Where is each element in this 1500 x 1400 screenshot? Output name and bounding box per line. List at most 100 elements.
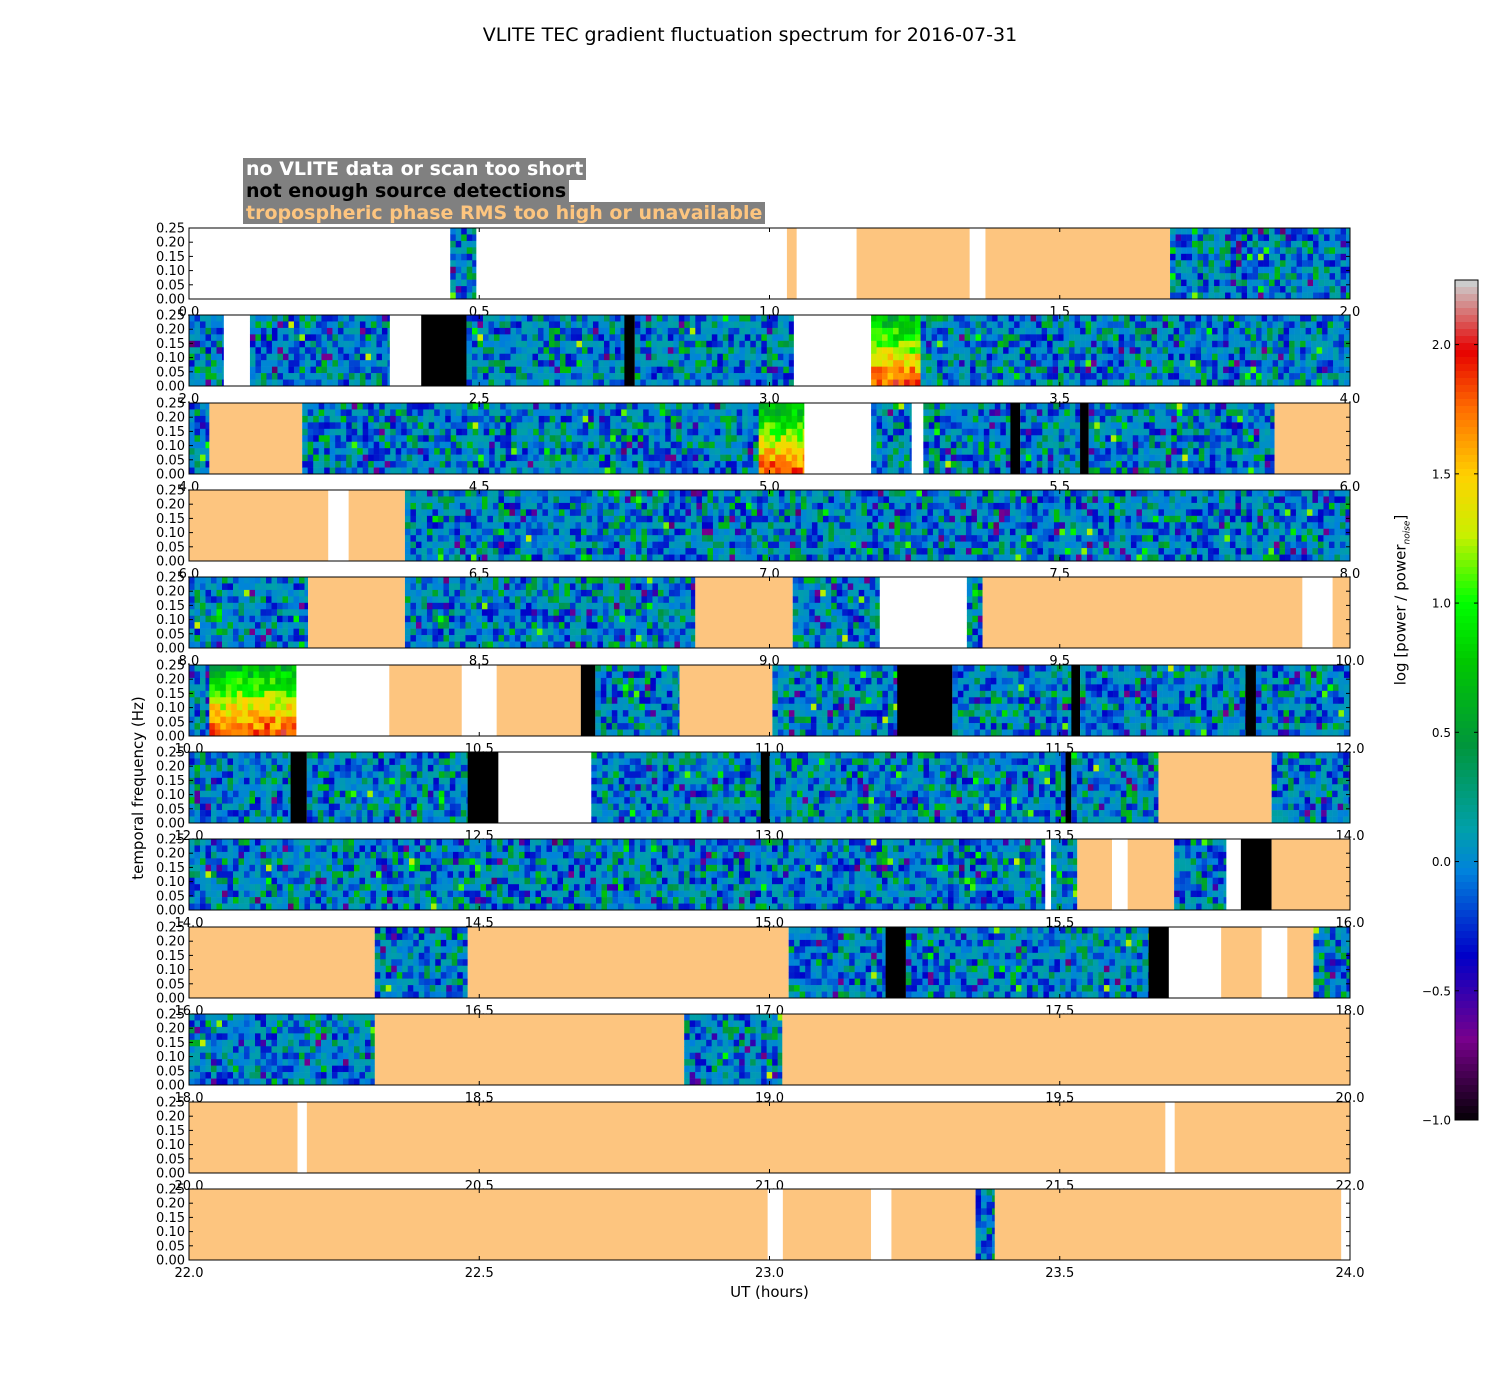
- spectrum-cell: [1322, 334, 1328, 342]
- spectrum-cell: [959, 315, 965, 322]
- spectrum-cell: [676, 428, 682, 436]
- spectrum-cell: [964, 321, 971, 329]
- spectrum-cell: [337, 379, 344, 387]
- spectrum-cell: [1030, 327, 1037, 335]
- spectrum-cell: [1223, 366, 1229, 374]
- spectrum-cell: [282, 353, 289, 361]
- spectrum-cell: [222, 334, 225, 342]
- spectrum-cell: [454, 515, 461, 523]
- spectrum-cell: [1198, 403, 1205, 410]
- spectrum-cell: [758, 428, 765, 436]
- spectrum-cell: [648, 409, 655, 417]
- spectrum-cell: [1179, 327, 1185, 335]
- spectrum-cell: [1220, 448, 1227, 455]
- spectrum-cell: [547, 535, 554, 542]
- spectrum-cell: [527, 422, 534, 430]
- spectrum-cell: [755, 334, 762, 342]
- spectrum-cell: [1181, 273, 1187, 280]
- spectrum-cell: [1192, 279, 1198, 287]
- spectrum-cell: [1025, 428, 1032, 436]
- spectrum-cell: [302, 467, 308, 475]
- spectrum-cell: [1313, 247, 1319, 255]
- spectrum-cell: [599, 422, 605, 430]
- spectrum-cell: [194, 409, 201, 417]
- spectrum-cell: [711, 373, 718, 380]
- spectrum-cell: [1335, 286, 1341, 293]
- spectrum-cell: [514, 535, 521, 542]
- spectrum-cell: [1264, 435, 1271, 443]
- spectrum-cell: [492, 535, 499, 542]
- spectrum-cell: [928, 461, 935, 468]
- spectrum-cell: [1302, 228, 1308, 235]
- spectrum-cell: [318, 448, 325, 455]
- spectrum-cell: [384, 409, 391, 417]
- spectrum-cell: [1047, 409, 1054, 417]
- spectrum-cell: [522, 448, 528, 455]
- spectrum-cell: [1036, 327, 1042, 335]
- spectrum-cell: [777, 366, 784, 374]
- spectrum-cell: [569, 548, 576, 555]
- spectrum-cell: [511, 435, 517, 443]
- spectrum-cell: [598, 347, 605, 355]
- spectrum-cell: [1280, 234, 1286, 242]
- spectrum-cell: [654, 415, 660, 423]
- spectrum-cell: [1212, 366, 1218, 374]
- spectrum-cell: [970, 353, 976, 361]
- spectrum-cell: [582, 422, 589, 430]
- spectrum-cell: [456, 403, 462, 410]
- spectrum-cell: [417, 467, 424, 475]
- spectrum-cell: [255, 347, 262, 355]
- spectrum-cell: [346, 448, 352, 455]
- spectrum-cell: [634, 379, 641, 387]
- spectrum-cell: [504, 315, 511, 322]
- spectrum-cell: [1005, 415, 1011, 423]
- spectrum-cell: [194, 353, 201, 361]
- spectrum-cell: [1000, 461, 1007, 468]
- spectrum-cell: [520, 490, 527, 497]
- spectrum-cell: [608, 548, 615, 555]
- spectrum-cell: [1263, 266, 1270, 274]
- spectrum-cell: [678, 360, 685, 367]
- spectrum-cell: [871, 360, 877, 367]
- spectrum-cell: [1248, 409, 1255, 417]
- spectrum-cell: [707, 490, 714, 497]
- spectrum-cell: [1190, 321, 1196, 329]
- spectrum-cell: [266, 315, 273, 322]
- spectrum-cell: [1091, 379, 1097, 387]
- spectrum-cell: [662, 353, 669, 361]
- spectrum-cell: [1215, 448, 1222, 455]
- spectrum-cell: [354, 360, 361, 367]
- spectrum-cell: [1019, 360, 1026, 367]
- spectrum-cell: [423, 415, 429, 423]
- spectrum-cell: [609, 334, 616, 342]
- spectrum-cell: [729, 509, 736, 517]
- spectrum-cell: [1179, 360, 1185, 367]
- spectrum-cell: [1146, 334, 1152, 342]
- spectrum-cell: [679, 528, 686, 536]
- spectrum-cell: [538, 428, 545, 436]
- spectrum-cell: [582, 441, 589, 449]
- spectrum-cell: [1217, 379, 1224, 387]
- spectrum-cell: [1274, 292, 1281, 300]
- spectrum-cell: [1149, 441, 1156, 449]
- spectrum-cell: [591, 509, 598, 517]
- spectrum-cell: [643, 422, 649, 430]
- spectrum-cell: [898, 403, 905, 410]
- spectrum-cell: [189, 340, 195, 348]
- spectrum-cell: [1237, 441, 1244, 449]
- spectrum-cell: [1204, 448, 1211, 455]
- spectrum-cell: [343, 379, 350, 387]
- spectrum-cell: [329, 403, 336, 410]
- spectrum-cell: [1105, 415, 1112, 423]
- spectrum-cell: [1217, 334, 1224, 342]
- spectrum-cell: [1099, 415, 1106, 423]
- spectrum-cell: [587, 373, 594, 380]
- spectrum-cell: [610, 454, 616, 462]
- spectrum-cell: [635, 535, 642, 542]
- spectrum-cell: [255, 321, 262, 329]
- spectrum-cell: [205, 467, 210, 475]
- spectrum-cell: [1258, 279, 1264, 287]
- spectrum-cell: [620, 327, 625, 335]
- spectrum-cell: [426, 502, 433, 510]
- spectrum-cell: [689, 360, 696, 367]
